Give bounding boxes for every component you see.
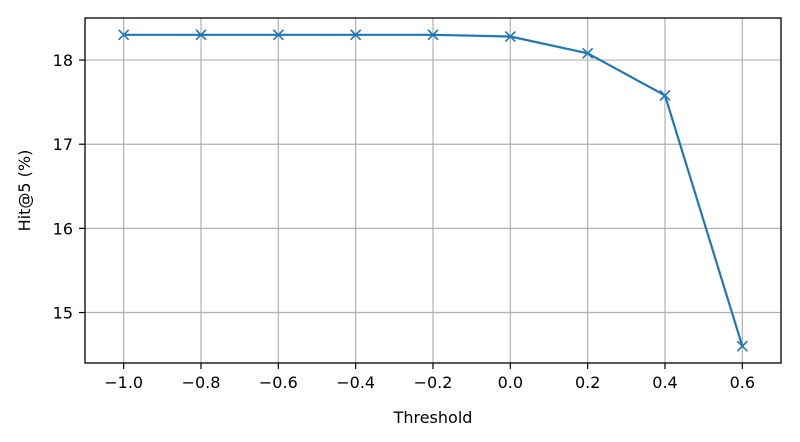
y-tick-label: 15 <box>53 304 73 323</box>
ticks: −1.0 −0.8 −0.6 −0.4 −0.2 0.0 0.2 0.4 0.6 15 16 17 18 <box>53 51 755 392</box>
x-tick-label: 0.4 <box>652 373 677 392</box>
y-tick-label: 18 <box>53 51 73 70</box>
x-tick-label: −1.0 <box>104 373 143 392</box>
y-axis-label: Hit@5 (%) <box>15 150 34 232</box>
data-point-marker <box>118 29 130 41</box>
data-point-marker <box>504 30 516 43</box>
series-layer <box>118 29 748 352</box>
x-tick-label: 0.0 <box>498 373 523 392</box>
x-axis-label: Threshold <box>393 408 473 427</box>
x-tick-label: 0.2 <box>575 373 600 392</box>
x-tick-label: −0.2 <box>414 373 453 392</box>
data-point-marker <box>350 29 362 41</box>
data-point-marker <box>659 89 671 101</box>
data-point-marker <box>736 340 748 352</box>
data-point-marker <box>272 29 284 41</box>
data-point-marker <box>427 29 439 41</box>
x-tick-label: −0.8 <box>182 373 221 392</box>
x-tick-label: 0.6 <box>730 373 755 392</box>
x-tick-label: −0.4 <box>336 373 375 392</box>
x-tick-label: −0.6 <box>259 373 298 392</box>
y-tick-label: 17 <box>53 135 73 154</box>
y-tick-label: 16 <box>53 219 73 238</box>
data-point-marker <box>582 47 594 59</box>
grid <box>85 18 781 363</box>
data-point-marker <box>195 29 207 41</box>
